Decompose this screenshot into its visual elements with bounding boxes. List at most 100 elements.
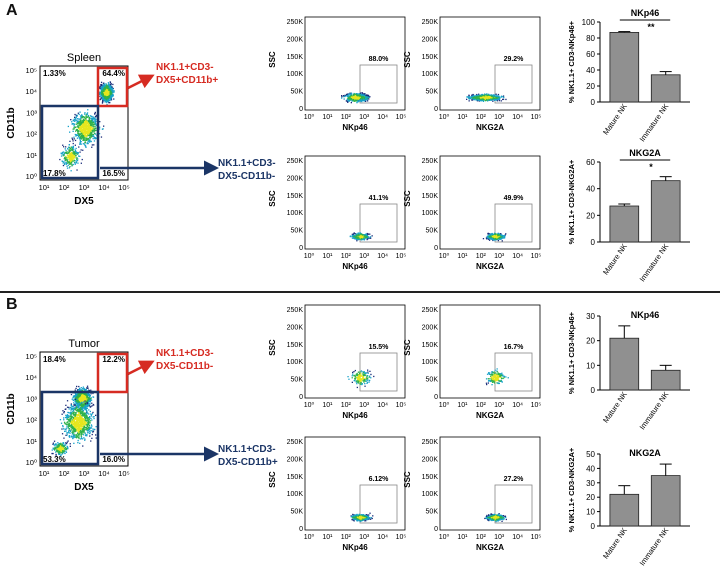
event-dot bbox=[365, 233, 367, 236]
event-dot bbox=[494, 236, 496, 238]
event-dot bbox=[353, 100, 355, 102]
event-dot bbox=[361, 236, 363, 238]
event-dot bbox=[67, 148, 69, 150]
event-dot bbox=[105, 83, 107, 85]
facs-x-tick: 10⁴ bbox=[512, 114, 523, 121]
facs-x-tick: 10² bbox=[476, 114, 487, 121]
event-dot bbox=[71, 123, 73, 125]
facs-gate-percent: 88.0% bbox=[369, 56, 390, 63]
event-dot bbox=[70, 162, 72, 164]
event-dot bbox=[86, 385, 89, 387]
event-dot bbox=[504, 235, 506, 237]
event-dot bbox=[88, 119, 90, 122]
event-dot bbox=[88, 132, 90, 134]
event-dot bbox=[479, 95, 481, 97]
event-dot bbox=[479, 96, 481, 99]
event-dot bbox=[74, 163, 76, 165]
event-dot bbox=[78, 397, 80, 399]
event-dot bbox=[498, 97, 500, 100]
event-dot bbox=[79, 139, 81, 142]
event-dot bbox=[345, 100, 348, 102]
event-dot bbox=[106, 96, 108, 98]
event-dot bbox=[108, 91, 110, 94]
event-dot bbox=[75, 154, 77, 157]
event-dot bbox=[477, 94, 479, 96]
event-dot bbox=[488, 239, 491, 241]
event-dot bbox=[353, 97, 355, 99]
event-dot bbox=[82, 128, 84, 130]
event-dot bbox=[95, 123, 97, 125]
event-dot bbox=[87, 124, 89, 126]
event-dot bbox=[89, 120, 92, 123]
event-dot bbox=[341, 95, 343, 97]
event-dot bbox=[74, 144, 76, 146]
event-dot bbox=[92, 123, 94, 125]
event-dot bbox=[363, 235, 366, 237]
event-dot bbox=[89, 134, 91, 137]
event-dot bbox=[85, 114, 87, 116]
event-dot bbox=[366, 96, 368, 98]
event-dot bbox=[64, 148, 66, 150]
event-dot bbox=[359, 95, 361, 98]
event-dot bbox=[81, 134, 83, 136]
event-dot bbox=[67, 164, 69, 166]
event-dot bbox=[479, 97, 481, 99]
event-dot bbox=[491, 97, 493, 99]
panel-letter-a: A bbox=[6, 2, 18, 19]
event-dot bbox=[361, 98, 363, 100]
event-dot bbox=[81, 124, 84, 126]
event-dot bbox=[486, 96, 488, 98]
facs-x-tick: 10⁰ bbox=[439, 252, 450, 260]
event-dot bbox=[350, 96, 353, 98]
event-dot bbox=[87, 125, 89, 128]
event-dot bbox=[485, 100, 487, 102]
event-dot bbox=[112, 93, 114, 96]
event-dot bbox=[79, 143, 81, 145]
facs-gate-percent: 41.1% bbox=[369, 195, 390, 202]
event-dot bbox=[70, 158, 72, 160]
facs-x-label: NKG2A bbox=[476, 262, 504, 271]
event-dot bbox=[360, 233, 362, 236]
event-dot bbox=[482, 98, 484, 100]
event-dot bbox=[501, 237, 503, 239]
event-dot bbox=[81, 132, 83, 134]
event-dot bbox=[84, 117, 87, 119]
facs-gate bbox=[494, 64, 533, 104]
facs-x-tick: 10⁴ bbox=[512, 253, 523, 260]
event-dot bbox=[503, 96, 505, 98]
event-dot bbox=[366, 232, 368, 235]
event-dot bbox=[354, 96, 356, 98]
event-dot bbox=[69, 152, 71, 154]
event-dot bbox=[93, 137, 96, 139]
event-dot bbox=[111, 89, 113, 91]
facs-y-tick: 0 bbox=[299, 106, 303, 113]
event-dot bbox=[108, 93, 110, 95]
event-dot bbox=[81, 135, 83, 138]
event-dot bbox=[103, 83, 105, 85]
event-dot bbox=[88, 389, 90, 391]
event-dot bbox=[91, 128, 93, 130]
event-dot bbox=[111, 90, 114, 92]
event-dot bbox=[483, 99, 485, 101]
event-dot bbox=[355, 100, 357, 102]
event-dot bbox=[108, 88, 110, 90]
event-dot bbox=[480, 94, 482, 96]
facs-y-tick: 100K bbox=[287, 71, 304, 78]
event-dot bbox=[80, 141, 82, 143]
event-dot bbox=[107, 85, 109, 87]
event-dot bbox=[481, 93, 484, 96]
event-dot bbox=[72, 148, 74, 150]
event-dot bbox=[365, 100, 367, 102]
event-dot bbox=[104, 89, 106, 91]
event-dot bbox=[99, 87, 102, 90]
event-dot bbox=[107, 84, 109, 86]
event-dot bbox=[497, 234, 499, 237]
event-dot bbox=[59, 158, 61, 161]
event-dot bbox=[78, 127, 80, 130]
event-dot bbox=[488, 234, 490, 236]
event-dot bbox=[88, 140, 90, 142]
event-dot bbox=[350, 95, 352, 97]
event-dot bbox=[491, 236, 494, 238]
event-dot bbox=[74, 133, 76, 136]
event-dot bbox=[77, 122, 79, 124]
